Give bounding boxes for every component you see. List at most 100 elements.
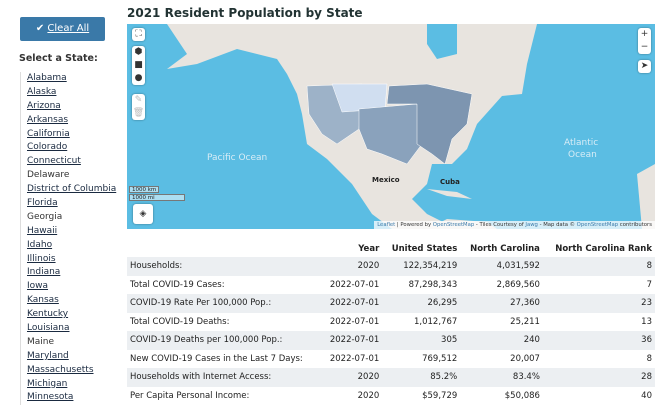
table-cell: Total COVID-19 Cases: (127, 276, 322, 295)
fullscreen-icon: ⛶ (132, 28, 145, 41)
state-item[interactable]: Iowa (27, 280, 116, 294)
state-link[interactable]: Florida (27, 198, 58, 208)
state-item[interactable]: Arizona (27, 100, 116, 114)
draw-circle-icon[interactable]: ● (132, 72, 145, 85)
state-link[interactable]: Hawaii (27, 226, 57, 236)
state-link[interactable]: Maine (27, 337, 54, 347)
state-link[interactable]: California (27, 129, 70, 139)
state-link[interactable]: Indiana (27, 267, 60, 277)
state-item[interactable]: Alabama (27, 72, 116, 86)
table-cell: $50,086 (460, 387, 543, 405)
state-item[interactable]: Florida (27, 197, 116, 211)
edit-icon[interactable]: ✎ (132, 94, 145, 107)
state-link[interactable]: Delaware (27, 170, 69, 180)
state-item[interactable]: Minnesota (27, 391, 116, 405)
state-link[interactable]: Iowa (27, 281, 48, 291)
state-link[interactable]: Alabama (27, 73, 67, 83)
clear-all-button[interactable]: ✔ Clear All (20, 17, 105, 41)
jawg-link[interactable]: Jawg (525, 222, 538, 228)
zoom-in-button[interactable]: + (638, 28, 651, 41)
zoom-out-button[interactable]: − (638, 41, 651, 54)
osm-link[interactable]: OpenStreetMap (577, 222, 618, 228)
state-link[interactable]: Michigan (27, 379, 67, 389)
table-cell: 1,012,767 (382, 313, 460, 332)
state-link[interactable]: Kentucky (27, 309, 68, 319)
table-row: New COVID-19 Cases in the Last 7 Days:20… (127, 350, 655, 369)
state-item[interactable]: Connecticut (27, 155, 116, 169)
table-cell: 28 (543, 368, 655, 387)
state-list: Alabama Alaska Arizona Arkansas California Co… (20, 72, 116, 405)
state-item[interactable]: Michigan (27, 378, 116, 392)
cuba-label: Cuba (440, 178, 460, 186)
table-cell: Households: (127, 257, 322, 276)
state-link[interactable]: Idaho (27, 240, 52, 250)
table-cell: 305 (382, 331, 460, 350)
column-header: United States (382, 240, 460, 257)
table-cell: New COVID-19 Cases in the Last 7 Days: (127, 350, 322, 369)
table-row: Per Capita Personal Income:2020$59,729$5… (127, 387, 655, 405)
location-arrow-icon: ➤ (638, 60, 651, 73)
africa-land (637, 164, 655, 229)
map[interactable]: ⛶ ⬢■● ✎🗑 +− ➤ Pacific Ocean Atlantic Oce… (127, 24, 655, 229)
state-link[interactable]: Minnesota (27, 392, 73, 402)
table-cell: Per Capita Personal Income: (127, 387, 322, 405)
state-item[interactable]: Alaska (27, 86, 116, 100)
atlantic-label-2: Ocean (568, 150, 597, 160)
state-item[interactable]: Illinois (27, 253, 116, 267)
table-cell: 2022-07-01 (322, 276, 382, 295)
state-link[interactable]: Colorado (27, 142, 67, 152)
draw-toolbar: ⬢■● (132, 46, 145, 85)
table-cell: 2020 (322, 257, 382, 276)
state-item[interactable]: Louisiana (27, 322, 116, 336)
table-cell: 2022-07-01 (322, 294, 382, 313)
state-item[interactable]: Kentucky (27, 308, 116, 322)
state-link[interactable]: Illinois (27, 254, 56, 264)
state-link[interactable]: Georgia (27, 212, 62, 222)
column-header: North Carolina Rank (543, 240, 655, 257)
state-item[interactable]: Delaware (27, 169, 116, 183)
draw-polygon-icon[interactable]: ⬢ (132, 46, 145, 59)
state-item[interactable]: Idaho (27, 239, 116, 253)
state-link[interactable]: District of Columbia (27, 184, 116, 194)
table-row: COVID-19 Deaths per 100,000 Pop.:2022-07… (127, 331, 655, 350)
draw-rectangle-icon[interactable]: ■ (132, 59, 145, 72)
trash-icon[interactable]: 🗑 (132, 107, 145, 120)
state-item[interactable]: District of Columbia (27, 183, 116, 197)
state-link[interactable]: Louisiana (27, 323, 70, 333)
state-link[interactable]: Maryland (27, 351, 69, 361)
pacific-ocean-label: Pacific Ocean (207, 153, 267, 163)
state-item[interactable]: Arkansas (27, 114, 116, 128)
fullscreen-button[interactable]: ⛶ (132, 28, 145, 41)
zoom-control: +− (638, 28, 651, 54)
state-link[interactable]: Kansas (27, 295, 59, 305)
table-cell: 25,211 (460, 313, 543, 332)
column-header: Year (322, 240, 382, 257)
table-cell: 13 (543, 313, 655, 332)
state-item[interactable]: Kansas (27, 294, 116, 308)
leaflet-link[interactable]: Leaflet (377, 222, 395, 228)
table-cell: 2,869,560 (460, 276, 543, 295)
state-link[interactable]: Alaska (27, 87, 56, 97)
state-link[interactable]: Massachusetts (27, 365, 94, 375)
state-item[interactable]: California (27, 128, 116, 142)
state-link[interactable]: Arizona (27, 101, 61, 111)
scale-km: 1000 km (129, 186, 159, 193)
table-cell: COVID-19 Deaths per 100,000 Pop.: (127, 331, 322, 350)
locate-button[interactable]: ➤ (638, 60, 651, 73)
state-item[interactable]: Massachusetts (27, 364, 116, 378)
powered-link[interactable]: OpenStreetMap (433, 222, 474, 228)
state-link[interactable]: Arkansas (27, 115, 68, 125)
table-cell: Total COVID-19 Deaths: (127, 313, 322, 332)
state-item[interactable]: Colorado (27, 141, 116, 155)
layers-button[interactable]: ◈ (133, 204, 153, 224)
state-item[interactable]: Georgia (27, 211, 116, 225)
state-item[interactable]: Maryland (27, 350, 116, 364)
state-item[interactable]: Hawaii (27, 225, 116, 239)
state-item[interactable]: Maine (27, 336, 116, 350)
state-link[interactable]: Connecticut (27, 156, 81, 166)
table-cell: 26,295 (382, 294, 460, 313)
state-item[interactable]: Indiana (27, 266, 116, 280)
mexico-label: Mexico (372, 176, 400, 184)
